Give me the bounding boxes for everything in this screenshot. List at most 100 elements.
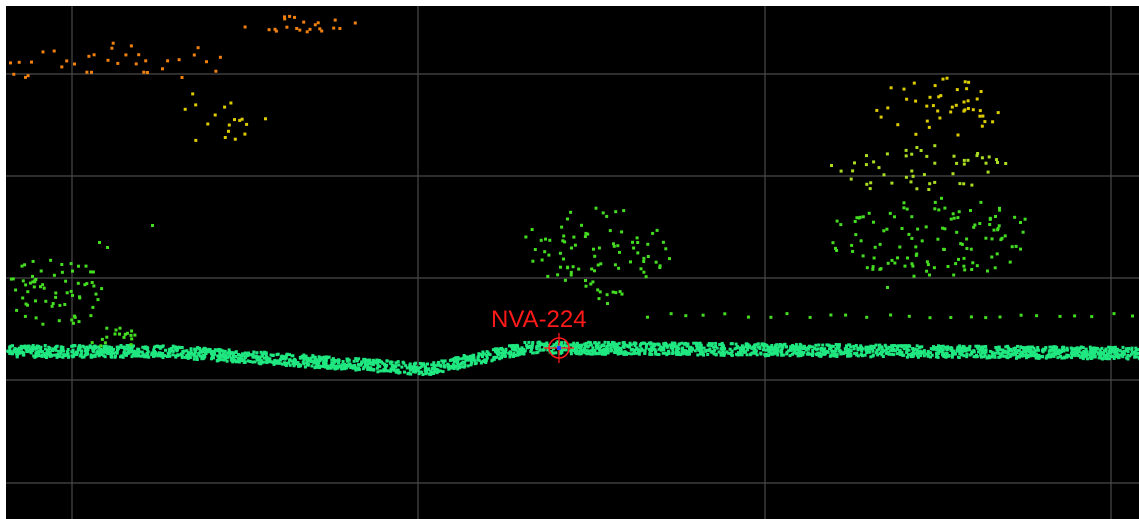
lidar-point xyxy=(686,342,690,346)
lidar-point xyxy=(805,352,809,356)
lidar-point xyxy=(894,349,897,353)
lidar-point xyxy=(957,355,960,359)
lidar-point xyxy=(104,344,108,348)
lidar-point xyxy=(568,343,572,347)
lidar-point xyxy=(107,348,111,352)
lidar-point xyxy=(171,344,175,348)
lidar-point xyxy=(998,348,1002,352)
lidar-point xyxy=(626,351,630,355)
lidar-point xyxy=(559,351,562,355)
lidar-point xyxy=(951,172,955,176)
lidar-point xyxy=(196,346,200,350)
lidar-point xyxy=(185,355,189,359)
lidar-point xyxy=(154,351,158,355)
lidar-point xyxy=(65,353,68,357)
lidar-point xyxy=(851,249,855,253)
lidar-point xyxy=(770,344,774,347)
lidar-point xyxy=(657,342,660,346)
marker-label[interactable]: NVA-224 xyxy=(491,306,587,333)
lidar-point xyxy=(915,348,919,352)
lidar-point xyxy=(1131,314,1134,318)
lidar-point xyxy=(883,343,887,347)
lidar-point xyxy=(191,92,195,96)
lidar-point xyxy=(1015,351,1019,355)
lidar-point xyxy=(239,359,243,363)
lidar-point xyxy=(17,346,21,350)
lidar-point xyxy=(635,346,639,350)
lidar-point xyxy=(593,269,596,273)
lidar-point xyxy=(234,350,238,354)
lidar-point xyxy=(143,354,147,358)
lidar-point xyxy=(436,368,440,372)
lidar-point xyxy=(451,363,455,367)
lidar-point xyxy=(288,14,292,18)
lidar-point xyxy=(387,369,390,373)
lidar-point xyxy=(911,264,915,268)
lidar-point xyxy=(198,347,202,350)
lidar-point xyxy=(318,357,322,361)
lidar-point xyxy=(1060,350,1063,353)
lidar-point xyxy=(130,337,134,341)
lidar-point xyxy=(1026,349,1029,353)
lidar-point xyxy=(456,367,460,371)
lidar-point xyxy=(1098,352,1102,356)
lidar-point xyxy=(1021,346,1025,350)
lidar-point xyxy=(698,346,701,350)
lidar-point xyxy=(54,291,58,295)
lidar-point xyxy=(835,346,839,350)
lidar-point xyxy=(54,345,58,349)
lidar-point xyxy=(807,347,811,351)
lidar-point xyxy=(285,352,289,356)
lidar-point xyxy=(345,357,349,361)
lidar-point xyxy=(392,368,396,372)
lidar-point xyxy=(30,349,34,352)
lidar-point xyxy=(864,345,868,349)
crosshair-icon[interactable] xyxy=(544,333,574,363)
lidar-point xyxy=(850,243,854,247)
lidar-point xyxy=(322,361,325,365)
lidar-point xyxy=(77,320,81,324)
lidar-point xyxy=(161,356,165,359)
lidar-point xyxy=(604,352,607,356)
lidar-point xyxy=(606,348,610,352)
lidar-point xyxy=(965,247,969,250)
lidar-point xyxy=(594,343,598,347)
lidar-point xyxy=(228,354,231,358)
lidar-point xyxy=(535,351,539,355)
lidar-point xyxy=(476,356,480,360)
lidar-point xyxy=(103,341,107,345)
lidar-point xyxy=(1097,356,1101,360)
lidar-point xyxy=(1050,345,1054,349)
lidar-point xyxy=(1010,353,1014,357)
lidar-point xyxy=(980,124,984,128)
lidar-point xyxy=(1004,345,1008,349)
lidar-point xyxy=(876,353,880,357)
lidar-point xyxy=(222,355,226,359)
lidar-point xyxy=(554,351,558,355)
lidar-point xyxy=(227,348,231,352)
point-cloud-viewport[interactable]: NVA-224 xyxy=(6,6,1139,519)
lidar-point xyxy=(66,348,70,351)
lidar-point xyxy=(456,356,460,360)
lidar-point xyxy=(547,253,551,257)
lidar-point xyxy=(265,356,269,359)
lidar-point xyxy=(611,290,615,294)
lidar-point xyxy=(629,352,633,356)
lidar-point xyxy=(895,345,899,349)
lidar-point xyxy=(860,349,864,353)
lidar-point xyxy=(579,352,583,356)
lidar-point xyxy=(34,316,38,320)
lidar-point xyxy=(863,353,867,357)
lidar-point xyxy=(769,351,773,355)
lidar-point xyxy=(572,235,576,239)
lidar-point xyxy=(500,348,504,351)
lidar-point xyxy=(890,258,894,262)
lidar-point xyxy=(895,352,899,356)
lidar-point xyxy=(628,341,632,345)
lidar-point xyxy=(19,344,23,348)
lidar-point xyxy=(708,347,712,351)
lidar-point xyxy=(125,352,129,356)
lidar-point xyxy=(469,354,473,358)
lidar-point xyxy=(1037,356,1041,360)
lidar-point xyxy=(579,349,583,353)
